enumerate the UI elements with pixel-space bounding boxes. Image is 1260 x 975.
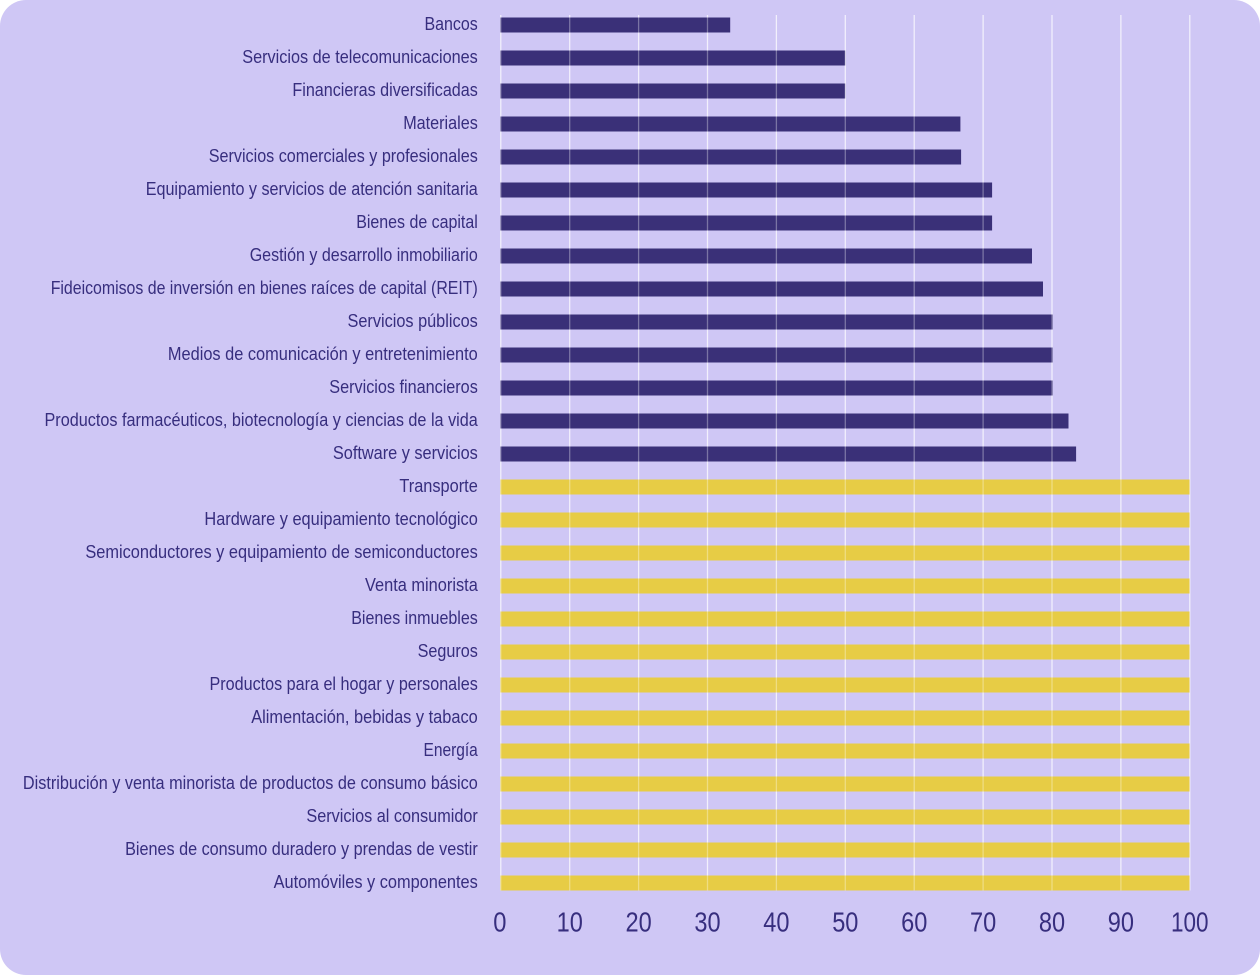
svg-text:70: 70 — [970, 905, 996, 937]
svg-text:Alimentación, bebidas y tabaco: Alimentación, bebidas y tabaco — [251, 707, 478, 727]
svg-text:60: 60 — [901, 905, 927, 937]
svg-text:Bancos: Bancos — [425, 14, 478, 34]
svg-text:Hardware y equipamiento tecnol: Hardware y equipamiento tecnológico — [204, 509, 477, 529]
svg-text:Bienes de consumo duradero y p: Bienes de consumo duradero y prendas de … — [125, 839, 478, 859]
svg-text:Equipamiento y servicios de at: Equipamiento y servicios de atención san… — [146, 179, 479, 199]
svg-text:Venta minorista: Venta minorista — [365, 575, 479, 595]
svg-text:20: 20 — [626, 905, 652, 937]
svg-text:Servicios comerciales y profes: Servicios comerciales y profesionales — [209, 146, 478, 166]
svg-text:Productos para el hogar y pers: Productos para el hogar y personales — [210, 674, 478, 694]
svg-text:Servicios públicos: Servicios públicos — [348, 311, 478, 331]
svg-text:80: 80 — [1039, 905, 1065, 937]
svg-text:30: 30 — [694, 905, 720, 937]
svg-text:Bienes inmuebles: Bienes inmuebles — [351, 608, 478, 628]
svg-text:Financieras diversificadas: Financieras diversificadas — [292, 80, 477, 100]
svg-text:0: 0 — [493, 905, 506, 937]
svg-text:Productos farmacéuticos, biote: Productos farmacéuticos, biotecnología y… — [45, 410, 479, 430]
svg-text:Software y servicios: Software y servicios — [333, 443, 478, 463]
svg-text:Gestión y desarrollo inmobilia: Gestión y desarrollo inmobiliario — [250, 245, 478, 265]
svg-text:50: 50 — [832, 905, 858, 937]
svg-text:Transporte: Transporte — [399, 476, 477, 496]
svg-text:100: 100 — [1171, 905, 1209, 937]
svg-text:Automóviles y componentes: Automóviles y componentes — [274, 872, 478, 892]
svg-text:Seguros: Seguros — [418, 641, 478, 661]
svg-text:Energía: Energía — [424, 740, 479, 760]
svg-text:Fideicomisos de inversión en b: Fideicomisos de inversión en bienes raíc… — [51, 278, 478, 298]
svg-text:Servicios de telecomunicacione: Servicios de telecomunicaciones — [242, 47, 478, 67]
svg-text:Distribución y venta minorista: Distribución y venta minorista de produc… — [23, 773, 478, 793]
svg-text:Servicios financieros: Servicios financieros — [329, 377, 478, 397]
svg-text:10: 10 — [557, 905, 583, 937]
svg-text:Materiales: Materiales — [403, 113, 478, 133]
svg-text:Medios de comunicación y entre: Medios de comunicación y entretenimiento — [168, 344, 478, 364]
svg-text:Bienes de capital: Bienes de capital — [356, 212, 478, 232]
svg-text:90: 90 — [1108, 905, 1134, 937]
svg-text:40: 40 — [763, 905, 789, 937]
svg-text:Servicios al consumidor: Servicios al consumidor — [306, 806, 477, 826]
svg-text:Semiconductores y equipamiento: Semiconductores y equipamiento de semico… — [85, 542, 477, 562]
